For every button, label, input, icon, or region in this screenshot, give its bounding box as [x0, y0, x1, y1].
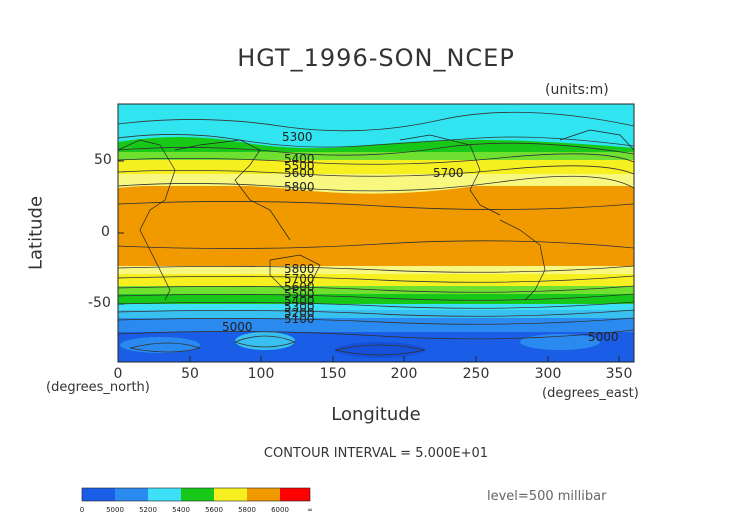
low-region-3 [335, 342, 425, 358]
colorbar-tick-label: 5800 [238, 506, 256, 514]
band-5800-tropics [118, 186, 634, 268]
band-5600-north [118, 160, 634, 178]
coastlines [117, 129, 635, 301]
y-axis-units-label: (degrees_north) [46, 380, 150, 395]
contour-label: 5400 [284, 152, 315, 166]
band-5700-south [118, 266, 634, 276]
contour-line [334, 344, 426, 356]
contour-line [117, 111, 635, 132]
contour-label: 5700 [433, 166, 464, 180]
contour-line [117, 329, 635, 340]
contour-line [117, 134, 635, 148]
colorbar-tick-label: 5400 [172, 506, 190, 514]
coastline-australia [269, 254, 321, 291]
contour-interval-text: CONTOUR INTERVAL = 5.000E+01 [263, 446, 489, 461]
filled-contour-bands [118, 104, 634, 362]
contour-label: 5800 [284, 180, 315, 194]
contour-line [117, 275, 635, 283]
band-5100-south [118, 318, 634, 334]
contour-line [117, 317, 635, 325]
colorbar-swatch [214, 488, 247, 501]
contour-line [117, 165, 635, 177]
contour-line [117, 309, 635, 317]
x-tick-label: 200 [390, 366, 418, 382]
contour-label: 5600 [284, 280, 315, 294]
band-5500-south [118, 286, 634, 296]
contour-label: 5300 [284, 300, 315, 314]
band-5400-south [118, 294, 634, 306]
contour-line [117, 142, 635, 156]
x-tick-label: 0 [113, 366, 123, 382]
contour-line [129, 342, 202, 353]
colorbar [81, 487, 311, 502]
contour-label: 5300 [282, 130, 313, 144]
colorbar-tick-label: 6000 [271, 506, 289, 514]
coastline-greenland [559, 129, 635, 151]
band-5200-south [118, 310, 634, 320]
y-tick-label: 50 [94, 152, 112, 168]
contour-line [117, 265, 635, 273]
contour-label: 5100 [284, 312, 315, 326]
contour-line [117, 285, 635, 293]
low-region-4 [520, 334, 600, 350]
contour-label: 5500 [284, 159, 315, 173]
colorbar-tick-label: 5000 [106, 506, 124, 514]
colorbar-tick-label: 5600 [205, 506, 223, 514]
contour-line [117, 153, 635, 165]
band-wave-north [118, 136, 634, 149]
x-axis-units-label: (degrees_east) [542, 386, 639, 401]
contour-line [117, 293, 635, 301]
colorbar-swatch [247, 488, 280, 501]
contour-label: 5500 [284, 287, 315, 301]
colorbar-tick-label: 0 [79, 506, 85, 514]
contour-label: 5800 [284, 262, 315, 276]
contour-line [117, 240, 635, 249]
units-label: (units:m) [545, 82, 609, 98]
x-tick-label: 250 [462, 366, 490, 382]
contour-value-labels: 5300 5400 5500 5600 5700 5800 5800 5700 … [222, 130, 619, 344]
contour-label: 5700 [284, 272, 315, 286]
contour-label: 5000 [222, 320, 253, 334]
x-tick-label: 150 [319, 366, 347, 382]
band-5300-south [118, 304, 634, 312]
contour-label: 5400 [284, 294, 315, 308]
contour-line [117, 301, 635, 309]
colorbar-frame [81, 487, 311, 502]
band-5600-south [118, 274, 634, 288]
contour-line [233, 335, 297, 348]
low-region-1 [120, 337, 200, 353]
colorbar-tick-label: ∞ [307, 506, 313, 514]
axis-ticks [117, 160, 620, 362]
colorbar-tick-label: 5200 [139, 506, 157, 514]
contour-lines [117, 111, 635, 356]
x-tick-label: 100 [247, 366, 275, 382]
x-tick-label: 50 [181, 366, 199, 382]
contour-label: 5000 [588, 330, 619, 344]
contour-label: 5200 [284, 306, 315, 320]
y-tick-label: 0 [101, 224, 110, 240]
y-axis-label: Latitude [25, 195, 47, 271]
contour-line [117, 201, 635, 210]
y-tick-label: -50 [88, 295, 111, 311]
colorbar-swatch [82, 488, 115, 501]
contour-line [117, 175, 635, 192]
coastline-asia [174, 139, 291, 241]
colorbar-swatch [115, 488, 148, 501]
coastline-north-america [399, 134, 501, 216]
coastline-south-america [499, 219, 546, 301]
colorbar-swatch [181, 488, 214, 501]
x-tick-label: 300 [534, 366, 562, 382]
x-axis-label: Longitude [331, 404, 421, 425]
coastline-africa-europe [117, 139, 176, 301]
colorbar-swatch [280, 488, 310, 501]
level-text: level=500 millibar [487, 489, 607, 504]
colorbar-swatch [148, 488, 181, 501]
map-title: HGT_1996-SON_NCEP [237, 44, 515, 72]
contour-label: 5600 [284, 166, 315, 180]
x-tick-label: 350 [605, 366, 633, 382]
